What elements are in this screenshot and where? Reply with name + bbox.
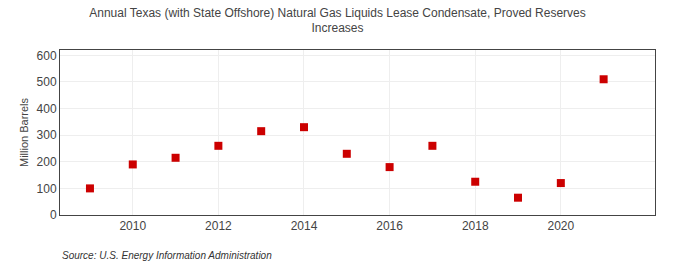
- svg-text:400: 400: [37, 102, 57, 116]
- svg-text:500: 500: [37, 75, 57, 89]
- svg-text:100: 100: [37, 182, 57, 196]
- svg-text:2016: 2016: [376, 219, 403, 233]
- svg-text:2010: 2010: [119, 219, 146, 233]
- svg-text:Annual Texas (with State Offsh: Annual Texas (with State Offshore) Natur…: [89, 6, 586, 36]
- svg-text:Million Barrels: Million Barrels: [18, 97, 30, 167]
- svg-text:0: 0: [50, 208, 57, 222]
- svg-text:2020: 2020: [547, 219, 574, 233]
- svg-text:2012: 2012: [205, 219, 232, 233]
- svg-text:300: 300: [37, 128, 57, 142]
- svg-text:600: 600: [37, 49, 57, 63]
- svg-text:200: 200: [37, 155, 57, 169]
- svg-text:2014: 2014: [291, 219, 318, 233]
- svg-text:Source: U.S. Energy Informatio: Source: U.S. Energy Information Administ…: [62, 250, 272, 261]
- svg-text:2018: 2018: [462, 219, 489, 233]
